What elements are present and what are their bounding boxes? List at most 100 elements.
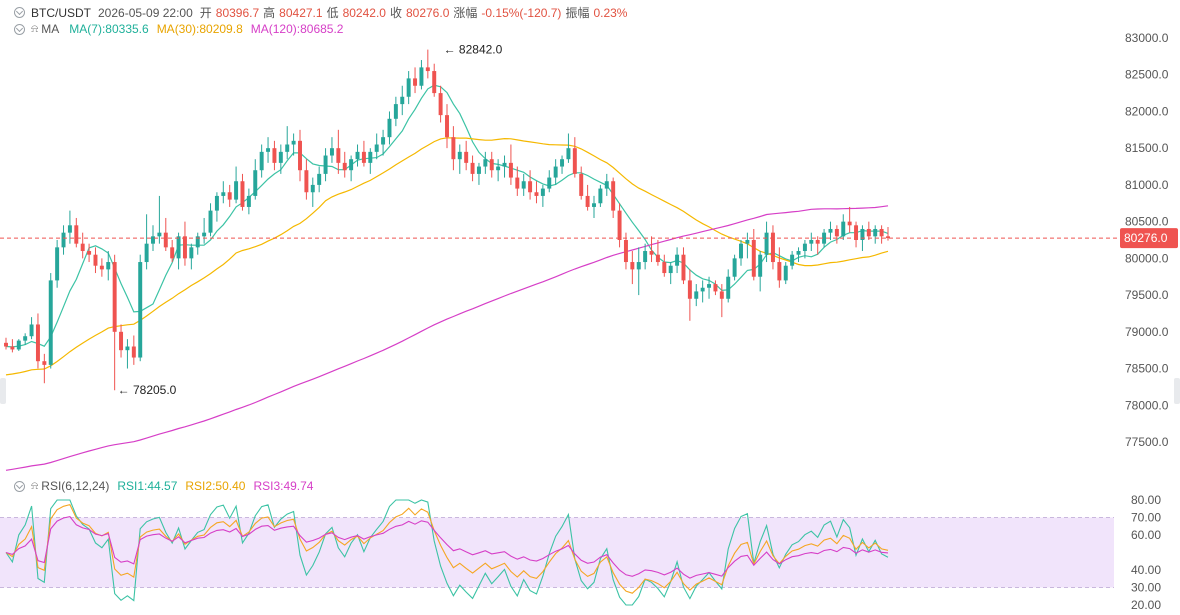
scroll-left-handle[interactable]	[0, 378, 6, 404]
candle-body[interactable]	[355, 151, 360, 160]
candle-body[interactable]	[457, 151, 462, 160]
candle-body[interactable]	[406, 78, 411, 97]
candle-body[interactable]	[815, 240, 820, 244]
candle-body[interactable]	[515, 177, 520, 189]
candlestick-series[interactable]	[4, 49, 890, 391]
candle-body[interactable]	[764, 232, 769, 255]
candle-body[interactable]	[464, 151, 469, 163]
candle-body[interactable]	[87, 251, 92, 255]
candle-body[interactable]	[802, 243, 807, 252]
candle-body[interactable]	[4, 342, 8, 347]
collapse-chevron-icon[interactable]	[14, 480, 25, 492]
candle-body[interactable]	[227, 192, 232, 200]
candle-body[interactable]	[847, 221, 852, 226]
candle-body[interactable]	[521, 181, 526, 189]
candle-body[interactable]	[470, 162, 475, 174]
candle-body[interactable]	[694, 291, 699, 299]
candle-body[interactable]	[125, 346, 130, 351]
candle-body[interactable]	[854, 225, 859, 240]
candle-body[interactable]	[700, 287, 705, 292]
candle-body[interactable]	[195, 236, 200, 248]
candle-body[interactable]	[10, 346, 15, 350]
candle-body[interactable]	[540, 188, 545, 196]
candle-body[interactable]	[438, 93, 443, 116]
candle-body[interactable]	[317, 173, 322, 185]
candle-body[interactable]	[553, 166, 558, 178]
candle-body[interactable]	[579, 173, 584, 196]
candle-body[interactable]	[349, 159, 354, 171]
candle-body[interactable]	[157, 232, 162, 237]
candle-body[interactable]	[163, 232, 168, 248]
candle-body[interactable]	[413, 78, 418, 86]
candle-body[interactable]	[636, 262, 641, 270]
candle-body[interactable]	[55, 247, 60, 281]
candle-body[interactable]	[298, 140, 302, 171]
candle-body[interactable]	[630, 262, 635, 270]
collapse-chevron-icon[interactable]	[14, 7, 25, 18]
candle-body[interactable]	[182, 236, 187, 259]
candle-body[interactable]	[329, 148, 334, 156]
candle-body[interactable]	[623, 240, 628, 263]
candle-body[interactable]	[151, 236, 155, 244]
candle-body[interactable]	[419, 67, 424, 86]
candle-body[interactable]	[266, 148, 271, 152]
candle-body[interactable]	[176, 236, 181, 259]
candle-body[interactable]	[745, 240, 750, 244]
candle-body[interactable]	[809, 240, 814, 244]
candle-body[interactable]	[886, 236, 890, 239]
candle-body[interactable]	[873, 228, 878, 237]
bell-icon[interactable]: ⍾	[31, 22, 39, 35]
candle-body[interactable]	[592, 203, 596, 207]
candle-body[interactable]	[208, 210, 213, 233]
candle-body[interactable]	[585, 195, 590, 207]
candle-body[interactable]	[336, 148, 341, 163]
candle-body[interactable]	[342, 162, 347, 171]
candle-body[interactable]	[879, 228, 884, 237]
candle-body[interactable]	[726, 276, 731, 299]
candle-body[interactable]	[655, 254, 660, 263]
candle-body[interactable]	[323, 155, 328, 174]
candle-body[interactable]	[547, 177, 552, 189]
candle-body[interactable]	[272, 148, 277, 163]
candle-body[interactable]	[783, 265, 788, 281]
candle-body[interactable]	[496, 166, 501, 171]
candle-body[interactable]	[790, 254, 795, 266]
candle-body[interactable]	[572, 148, 577, 174]
candle-body[interactable]	[189, 247, 194, 259]
candle-body[interactable]	[604, 181, 609, 189]
candle-body[interactable]	[643, 251, 648, 263]
candle-body[interactable]	[278, 151, 283, 163]
candle-body[interactable]	[796, 251, 801, 255]
candle-body[interactable]	[304, 170, 309, 193]
candle-body[interactable]	[489, 159, 494, 171]
candle-body[interactable]	[131, 346, 136, 358]
candle-body[interactable]	[687, 280, 692, 299]
candle-body[interactable]	[675, 254, 680, 266]
candle-body[interactable]	[42, 361, 47, 365]
candle-body[interactable]	[866, 228, 871, 237]
candle-body[interactable]	[29, 324, 34, 337]
candle-body[interactable]	[23, 336, 28, 341]
candle-body[interactable]	[476, 166, 481, 174]
candle-body[interactable]	[106, 262, 111, 270]
candle-body[interactable]	[668, 265, 673, 274]
candle-body[interactable]	[361, 151, 366, 163]
candle-body[interactable]	[649, 251, 654, 255]
candle-body[interactable]	[719, 291, 724, 299]
candle-body[interactable]	[425, 67, 430, 72]
candle-body[interactable]	[112, 262, 117, 332]
candle-body[interactable]	[74, 225, 79, 244]
candle-body[interactable]	[240, 181, 245, 207]
candle-body[interactable]	[598, 188, 603, 204]
candle-body[interactable]	[93, 254, 98, 266]
candle-body[interactable]	[400, 96, 405, 105]
candle-body[interactable]	[138, 262, 143, 358]
candle-body[interactable]	[560, 159, 565, 167]
candle-body[interactable]	[387, 118, 392, 138]
collapse-chevron-icon[interactable]	[14, 23, 25, 35]
price-axis[interactable]: 83000.0 82500.0 82000.0 81500.0 81000.0 80500…	[1125, 31, 1169, 449]
candle-body[interactable]	[534, 192, 539, 196]
candle-body[interactable]	[144, 243, 149, 263]
bell-icon[interactable]: ⍾	[31, 479, 39, 492]
